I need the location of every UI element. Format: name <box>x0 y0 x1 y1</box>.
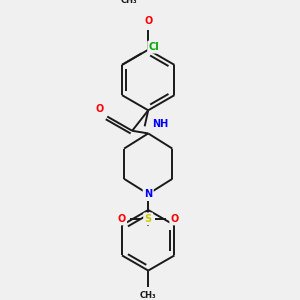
Text: O: O <box>117 214 126 224</box>
Text: S: S <box>145 214 152 224</box>
Text: O: O <box>95 104 103 114</box>
Text: NH: NH <box>153 118 169 129</box>
Text: CH₃: CH₃ <box>120 0 137 5</box>
Text: O: O <box>171 214 179 224</box>
Text: O: O <box>144 16 152 26</box>
Text: N: N <box>144 189 152 199</box>
Text: Cl: Cl <box>149 42 159 52</box>
Text: CH₃: CH₃ <box>140 291 157 300</box>
